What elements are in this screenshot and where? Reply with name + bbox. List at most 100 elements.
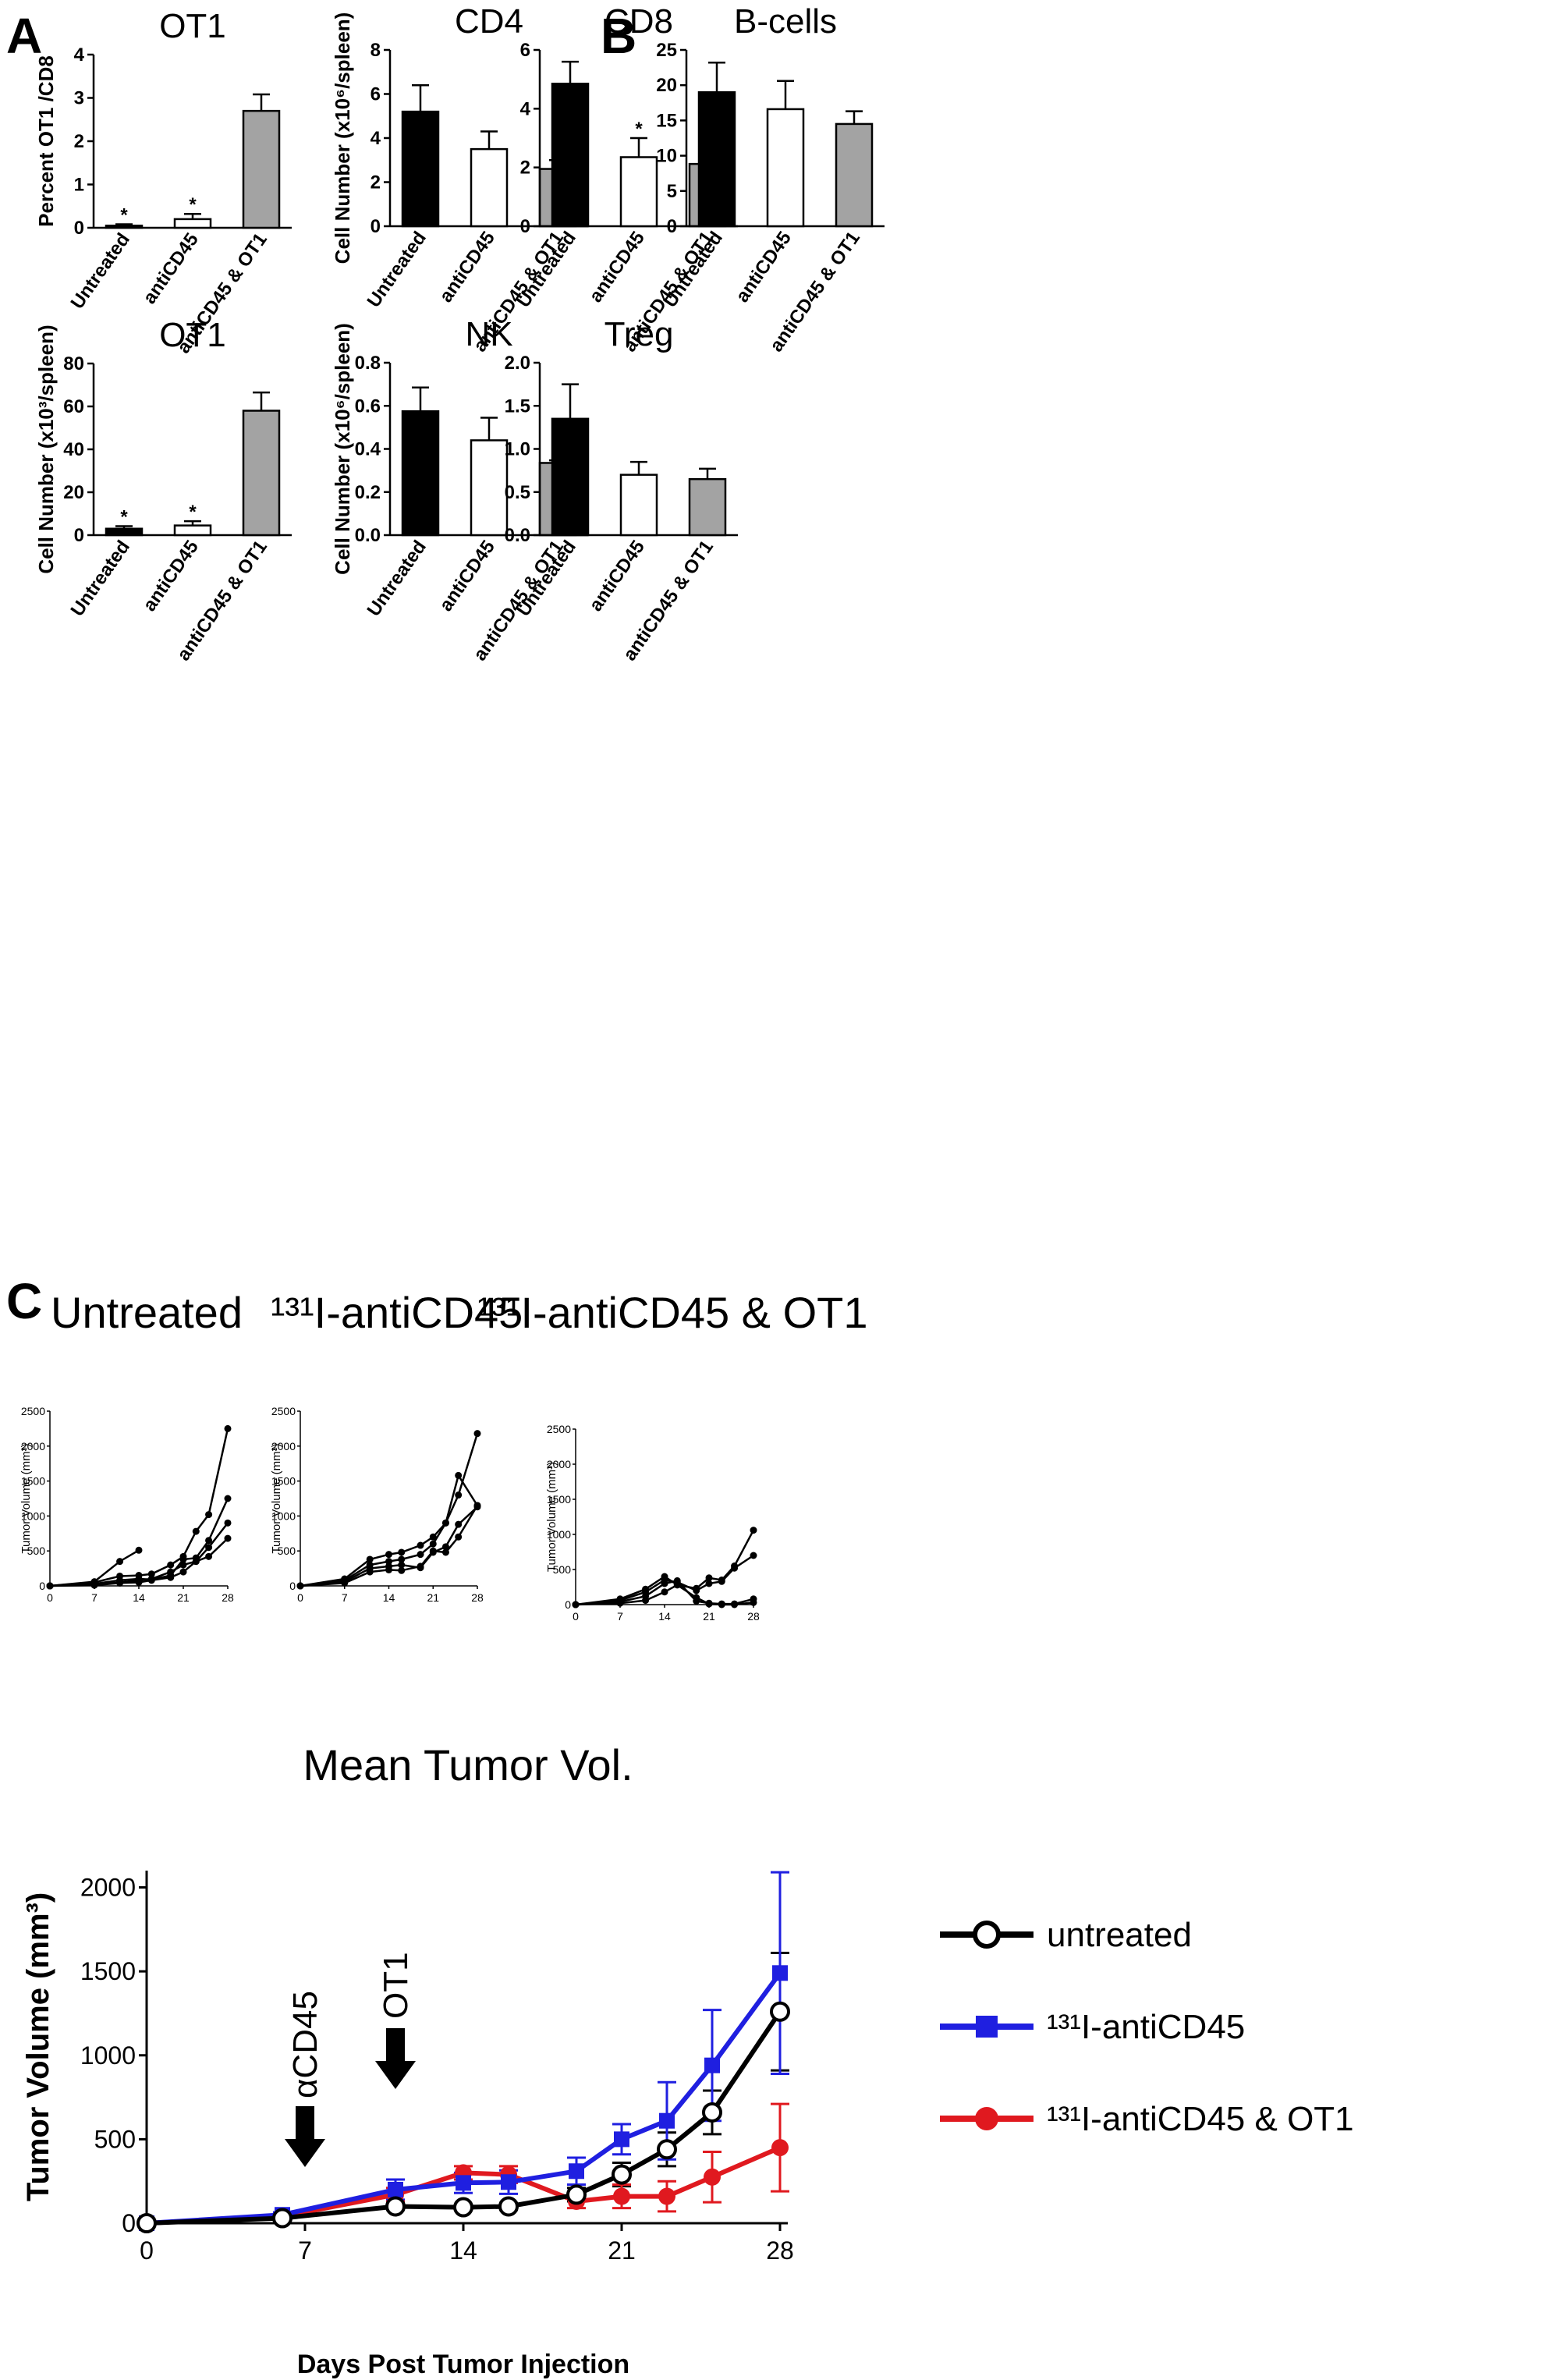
data-point: [179, 1568, 187, 1576]
data-point: [705, 1574, 713, 1582]
y-axis-label: Cell Number (x10⁶/spleen): [331, 12, 354, 264]
data-point: [473, 1430, 481, 1438]
y-tick-label: 6: [370, 84, 381, 105]
data-point: [135, 1579, 143, 1587]
legend-label: ¹³¹I-antiCD45: [1047, 2008, 1245, 2046]
category-label: Untreated: [363, 228, 431, 311]
chart-title: OT1: [159, 7, 226, 45]
y-tick-label: 0: [565, 1598, 571, 1611]
data-point: [705, 1600, 713, 1608]
chart-title: CD8: [604, 2, 673, 41]
chart-title: B-cells: [734, 2, 837, 41]
y-tick-label: 4: [520, 98, 531, 119]
y-tick-label: 1500: [547, 1493, 571, 1506]
data-point: [569, 2163, 584, 2180]
bar: [105, 527, 144, 537]
data-point: [441, 1543, 449, 1551]
data-point: [179, 1555, 187, 1563]
data-point: [147, 1570, 155, 1578]
data-point: [657, 2139, 677, 2160]
y-tick-label: 2000: [21, 1440, 45, 1452]
chart-title: Untreated: [51, 1288, 243, 1337]
data-point: [179, 1561, 187, 1569]
y-tick-label: 0.0: [505, 525, 530, 546]
y-tick-label: 0.4: [355, 439, 381, 460]
data-point: [441, 1519, 449, 1527]
data-point: [429, 1533, 437, 1541]
data-point: [398, 1555, 406, 1563]
y-tick-label: 0.5: [505, 482, 530, 503]
data-point: [731, 1601, 739, 1609]
data-point: [167, 1561, 175, 1569]
y-tick-label: 10: [656, 146, 677, 167]
y-tick-label: 500: [278, 1545, 296, 1557]
y-tick-label: 3: [74, 88, 84, 109]
data-point: [385, 1551, 392, 1559]
y-tick-label: 4: [74, 44, 85, 66]
y-tick-label: 0: [122, 2209, 136, 2237]
y-axis-label: Cell Number (x10³/spleen): [34, 325, 58, 573]
x-tick-label: 0: [47, 1591, 53, 1604]
data-point: [614, 2131, 629, 2148]
chart-title: Treg: [604, 315, 674, 353]
panel-label-b: B: [601, 8, 636, 64]
y-tick-label: 20: [63, 482, 84, 503]
y-axis-label: Percent OT1 /CD8: [34, 55, 58, 227]
category-label: antiCD45: [435, 537, 499, 615]
category-label: antiCD45: [435, 228, 499, 307]
bar: [173, 524, 212, 537]
data-point: [398, 1561, 406, 1569]
data-point: [90, 1581, 98, 1589]
chart-title: CD4: [455, 2, 523, 41]
significance-mark: *: [189, 502, 197, 523]
series-line: [146, 2145, 782, 2226]
data-point: [167, 1568, 175, 1576]
data-point: [572, 1601, 580, 1609]
y-tick-label: 500: [27, 1545, 46, 1557]
y-tick-label: 1000: [547, 1528, 571, 1541]
data-point: [224, 1495, 232, 1502]
data-point: [501, 2174, 516, 2190]
y-tick-label: 80: [63, 353, 84, 374]
data-point: [296, 1582, 304, 1590]
data-point: [398, 1548, 406, 1556]
data-point: [693, 1587, 700, 1594]
y-tick-label: 0.0: [355, 525, 381, 546]
data-point: [455, 1491, 463, 1499]
x-tick-label: 0: [140, 2236, 154, 2265]
x-tick-label: 28: [222, 1591, 234, 1604]
x-tick-label: 7: [617, 1610, 623, 1623]
data-point: [205, 1552, 213, 1560]
y-tick-label: 0.6: [355, 395, 381, 417]
data-point: [456, 2175, 471, 2191]
data-point: [135, 1546, 143, 1554]
x-tick-label: 28: [766, 2236, 794, 2265]
legend-label: untreated: [1047, 1916, 1192, 1954]
bar: [619, 474, 658, 537]
arrow-icon: [285, 2106, 325, 2167]
data-point: [417, 1562, 424, 1570]
data-point: [136, 2213, 157, 2233]
y-tick-label: 0: [370, 216, 381, 237]
category-label: Untreated: [67, 537, 134, 620]
y-tick-label: 2500: [271, 1405, 296, 1417]
data-point: [366, 1555, 374, 1563]
significance-mark: *: [120, 506, 128, 527]
data-point: [455, 1520, 463, 1528]
y-tick-label: 2: [74, 131, 84, 152]
data-point: [341, 1579, 349, 1587]
y-tick-label: 500: [94, 2125, 136, 2153]
chart-title: ¹³¹I-antiCD45: [271, 1288, 523, 1337]
y-axis-label: Tumor Volume (mm³): [20, 1443, 33, 1553]
y-axis-label: Tumor Volume (mm³): [270, 1443, 283, 1553]
y-tick-label: 2000: [80, 1874, 136, 1902]
individual-anticd45-chart: 0 500 1000 1500 2000 2500 0 7 14 21 28 ¹³¹I-antiCD4…: [270, 1288, 523, 1604]
y-tick-label: 1.5: [505, 395, 530, 417]
data-point: [116, 1579, 124, 1587]
legend: untreated ¹³¹I-antiCD45 ¹³¹I-antiCD45 & OT…: [940, 1916, 1354, 2138]
x-tick-label: 21: [608, 2236, 636, 2265]
data-point: [661, 1580, 668, 1587]
series-line: [300, 1433, 479, 1587]
data-point: [705, 1580, 713, 1587]
x-tick-label: 0: [573, 1610, 579, 1623]
